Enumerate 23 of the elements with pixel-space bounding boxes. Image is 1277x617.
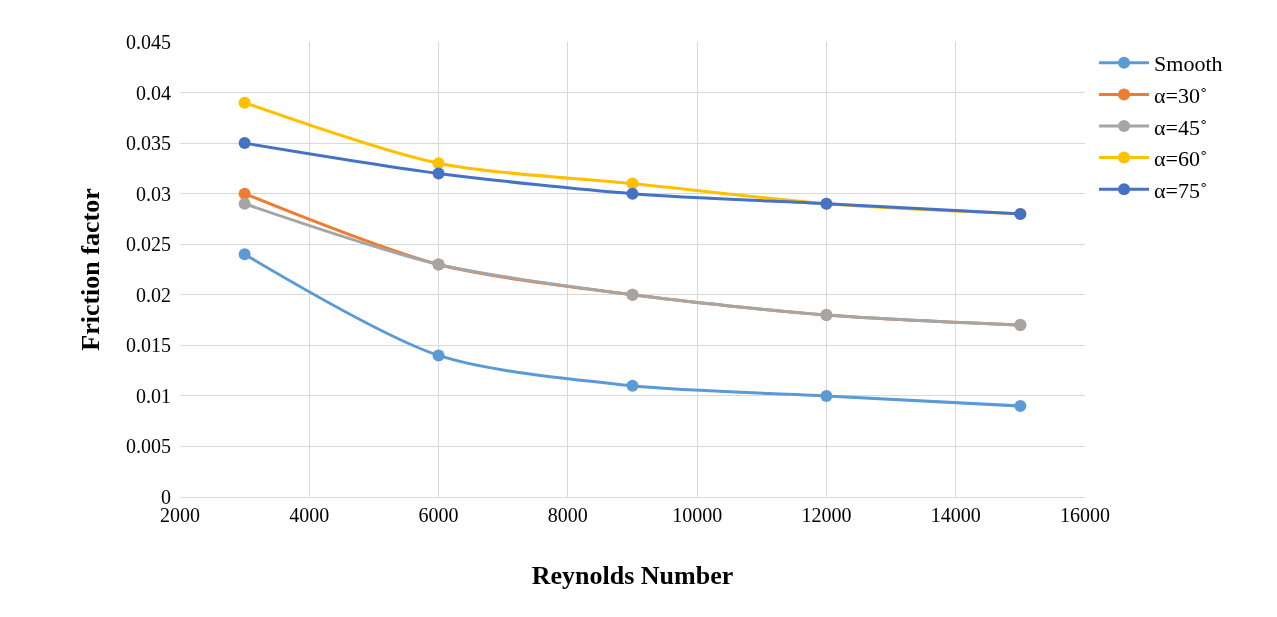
y-tick-label: 0.03 bbox=[136, 182, 171, 205]
y-tick-label: 0.01 bbox=[136, 384, 171, 407]
x-tick-label: 12000 bbox=[801, 504, 852, 526]
x-tick-label: 14000 bbox=[930, 504, 981, 526]
legend-label: α=75˚ bbox=[1154, 177, 1208, 203]
y-tick-label: 0.045 bbox=[126, 31, 171, 53]
y-tick-label: 0.04 bbox=[136, 81, 171, 104]
x-tick-label: 4000 bbox=[289, 504, 330, 526]
y-tick-label: 0.005 bbox=[126, 435, 171, 458]
x-axis-title: Reynolds Number bbox=[531, 560, 734, 590]
legend-label: Smooth bbox=[1154, 51, 1223, 77]
x-tick-label: 16000 bbox=[1060, 504, 1110, 526]
legend-label: α=30˚ bbox=[1154, 82, 1208, 108]
y-axis-title: Friction factor bbox=[76, 188, 106, 351]
y-tick-label: 0.02 bbox=[136, 283, 171, 306]
x-tick-label: 6000 bbox=[418, 504, 459, 526]
y-tick-label: 0.035 bbox=[126, 132, 171, 155]
legend-label: α=45˚ bbox=[1154, 114, 1208, 140]
y-tick-label: 0.025 bbox=[126, 233, 171, 256]
x-tick-label: 10000 bbox=[672, 504, 723, 526]
x-tick-label: 8000 bbox=[547, 504, 588, 526]
legend-label: α=60˚ bbox=[1154, 146, 1208, 172]
y-tick-label: 0.015 bbox=[126, 334, 171, 357]
